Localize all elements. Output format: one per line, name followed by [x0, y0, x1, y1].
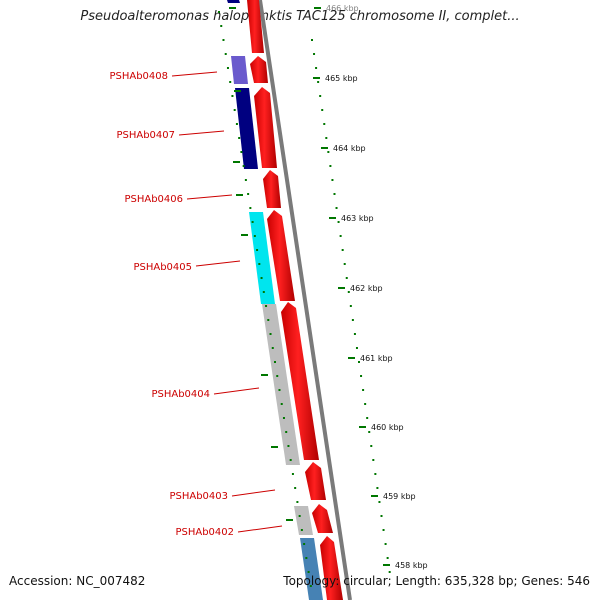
kbp-label: 459 kbp [383, 492, 416, 501]
gene-label-pointer [213, 387, 260, 395]
cog-gene-purple [231, 56, 248, 84]
topology-text: Topology: circular; Length: 635,328 bp; … [283, 574, 590, 588]
gene-label-pointer [195, 260, 241, 267]
kbp-label: 463 kbp [341, 214, 374, 223]
cog-gene-steelblue [300, 538, 323, 600]
gene-label-pointer [186, 194, 233, 200]
forward-gene-2 [250, 56, 268, 83]
kbp-scale: 466 kbp 465 kbp 464 kbp 463 kbp 462 kbp 461 k… [313, 4, 428, 570]
kbp-label: 458 kbp [395, 561, 428, 570]
forward-gene-8 [312, 504, 333, 533]
forward-gene-7 [305, 462, 326, 500]
gene-label-pointer [178, 130, 225, 136]
cog-gene-gray [262, 304, 300, 465]
forward-gene-4 [263, 170, 281, 208]
kbp-label: 460 kbp [371, 423, 404, 432]
kbp-label: 462 kbp [350, 284, 383, 293]
gene-label: PSHAb0404 [151, 389, 210, 400]
cog-gene-navy-top [227, 0, 240, 3]
tick-marks [218, 7, 391, 587]
cog-gene-gray-small [294, 506, 313, 535]
accession-text: Accession: NC_007482 [9, 574, 146, 588]
gene-label: PSHAb0405 [133, 262, 192, 273]
kbp-label: 465 kbp [325, 74, 358, 83]
forward-gene-1 [247, 0, 264, 53]
kbp-label: 464 kbp [333, 144, 366, 153]
forward-gene-9 [320, 536, 343, 600]
gene-label-pointer [171, 71, 218, 77]
gene-label-pointer [237, 525, 283, 533]
kbp-label: 461 kbp [360, 354, 393, 363]
cog-gene-navy [235, 88, 258, 169]
gene-label: PSHAb0406 [124, 194, 183, 205]
gene-label: PSHAb0403 [169, 491, 228, 502]
gene-labels: PSHAb0408 PSHAb0407 PSHAb0406 PSHAb0405 PSHA… [109, 71, 283, 538]
backbone-line [258, 0, 352, 600]
forward-gene-6 [281, 302, 319, 460]
gene-label: PSHAb0408 [109, 71, 168, 82]
forward-gene-3 [254, 87, 277, 168]
gene-label-pointer [231, 489, 276, 497]
gene-label: PSHAb0407 [116, 130, 175, 141]
map-title: Pseudoalteromonas haloplanktis TAC125 ch… [80, 9, 520, 24]
gene-label: PSHAb0402 [175, 527, 234, 538]
kbp-label: 466 kbp [326, 4, 359, 13]
forward-gene-5 [267, 210, 295, 301]
